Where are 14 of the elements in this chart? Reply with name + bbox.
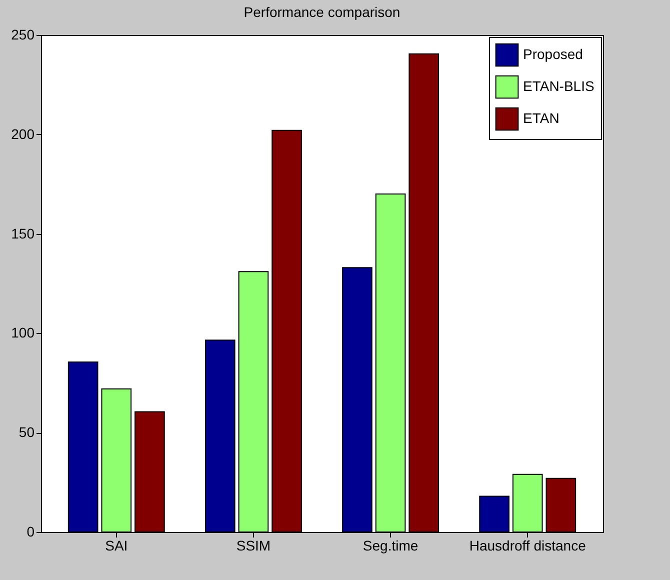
x-tick-label: SAI xyxy=(105,538,128,554)
y-tick-label: 200 xyxy=(11,126,35,142)
legend-label: Proposed xyxy=(523,46,583,62)
x-tick-label: Seg.time xyxy=(362,538,418,554)
x-tick-label: Hausdroff distance xyxy=(469,538,586,554)
y-tick-label: 50 xyxy=(18,424,35,440)
y-tick-label: 100 xyxy=(11,324,35,341)
y-tick-label: 0 xyxy=(26,524,35,540)
y-tick-label: 150 xyxy=(11,225,35,242)
y-tick-label: 250 xyxy=(11,26,35,42)
legend-label: ETAN xyxy=(523,110,560,126)
x-tick-label: SSIM xyxy=(236,538,271,554)
chart-title: Performance comparison xyxy=(244,4,400,20)
legend-label: ETAN-BLIS xyxy=(523,78,594,94)
